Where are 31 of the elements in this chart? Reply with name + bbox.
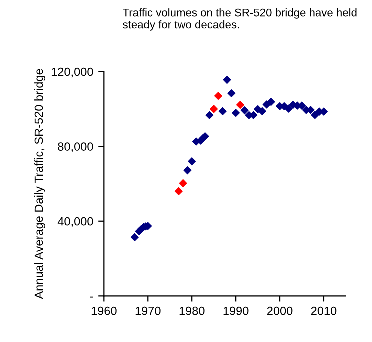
- x-tick-label: 2000: [267, 306, 293, 316]
- y-tick-label: 120,000: [52, 68, 94, 78]
- y-tick-label: -: [90, 296, 94, 298]
- y-tick-label: 40,000: [58, 217, 94, 228]
- point: [223, 76, 232, 84]
- point: [218, 107, 227, 116]
- y-tick-label: 80,000: [58, 142, 94, 152]
- x-tick-label: 1980: [180, 306, 205, 316]
- point: [206, 111, 214, 120]
- point: [284, 104, 293, 113]
- x-tick-label: 1960: [92, 306, 117, 316]
- chart-title: Traffic volumes on the SR-520 bridge have held steady for two decades.: [123, 8, 357, 31]
- x-tick-label: 2010: [311, 306, 337, 316]
- point: [174, 187, 183, 196]
- point: [184, 166, 192, 175]
- point: [201, 132, 210, 141]
- point: [232, 109, 240, 118]
- point: [214, 92, 222, 100]
- point: [179, 179, 188, 188]
- point: [240, 106, 249, 115]
- point: [267, 98, 276, 106]
- point: [130, 233, 139, 242]
- point: [210, 105, 218, 114]
- point: [236, 101, 244, 110]
- point: [258, 107, 266, 116]
- point: [228, 89, 236, 98]
- y-axis-title: Annual Average Daily Traffic, SR-520 bridge: [34, 69, 46, 300]
- point: [311, 111, 320, 120]
- x-tick-label: 1970: [136, 306, 161, 316]
- point: [188, 158, 196, 166]
- x-tick-label: 1990: [224, 306, 249, 316]
